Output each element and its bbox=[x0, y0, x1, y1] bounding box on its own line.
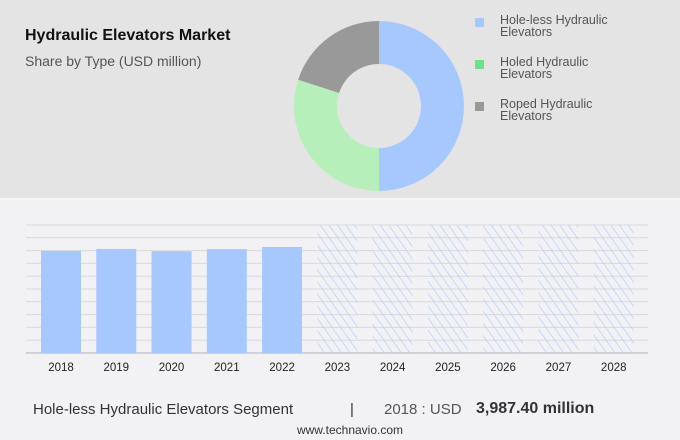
legend-item-roped: Roped Hydraulic Elevators bbox=[475, 98, 665, 140]
forecast-bar-2024 bbox=[372, 225, 413, 353]
x-tick-label: 2023 bbox=[325, 362, 351, 374]
donut-slice-1 bbox=[294, 79, 379, 191]
footer-year-label: 2018 : USD bbox=[384, 401, 462, 418]
forecast-bar-2027 bbox=[538, 225, 579, 353]
x-tick-label: 2018 bbox=[48, 362, 74, 374]
donut-slice-2 bbox=[298, 21, 379, 94]
x-tick-label: 2024 bbox=[380, 362, 406, 374]
bar-2020 bbox=[151, 251, 192, 353]
x-tick-label: 2025 bbox=[435, 362, 461, 374]
forecast-bar-2023 bbox=[317, 225, 358, 353]
x-tick-label: 2027 bbox=[546, 362, 572, 374]
legend-swatch bbox=[475, 60, 484, 69]
bar-2022 bbox=[262, 247, 303, 353]
bar-2021 bbox=[206, 249, 247, 353]
bar-2019 bbox=[96, 248, 137, 353]
legend-swatch bbox=[475, 102, 484, 111]
bar-2018 bbox=[41, 250, 81, 353]
legend: Hole-less Hydraulic Elevators Holed Hydr… bbox=[475, 14, 665, 140]
forecast-bar-2026 bbox=[483, 225, 524, 353]
footer-segment: Hole-less Hydraulic Elevators Segment bbox=[33, 401, 294, 418]
legend-swatch bbox=[475, 18, 484, 27]
x-tick-label: 2020 bbox=[159, 362, 185, 374]
x-tick-label: 2019 bbox=[103, 362, 129, 374]
legend-item-holed: Holed Hydraulic Elevators bbox=[475, 56, 665, 98]
x-tick-label: 2021 bbox=[214, 362, 240, 374]
legend-item-holeless: Hole-less Hydraulic Elevators bbox=[475, 14, 665, 56]
donut-slice-0 bbox=[379, 21, 464, 191]
source-url: www.technavio.com bbox=[296, 423, 404, 437]
chart-title: Hydraulic Elevators Market bbox=[25, 27, 231, 44]
x-tick-label: 2026 bbox=[490, 362, 516, 374]
forecast-bar-2028 bbox=[593, 225, 634, 353]
x-tick-label: 2028 bbox=[601, 362, 627, 374]
forecast-bar-2025 bbox=[427, 225, 468, 353]
x-tick-label: 2022 bbox=[269, 362, 295, 374]
footer-value: 3,987.40 million bbox=[476, 400, 595, 417]
footer-separator: | bbox=[350, 401, 354, 418]
chart-subtitle: Share by Type (USD million) bbox=[25, 53, 202, 69]
